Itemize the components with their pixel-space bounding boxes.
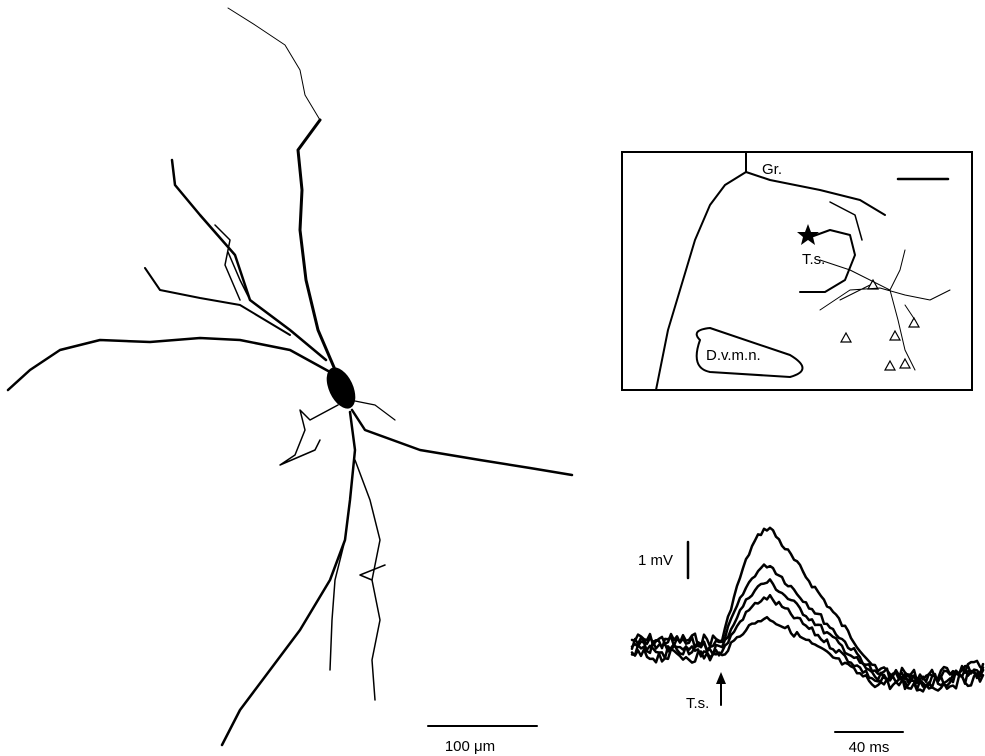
star [797,224,819,245]
inset-map: Gr. T.s. D.v.m.n. [622,152,972,390]
scale-label: 1 mV [638,552,673,569]
dendrite [355,460,380,700]
recording: 1 mV 40 ms T.s. [632,528,983,756]
boundary [746,172,885,215]
voltage-trace [632,565,983,683]
arrow-head [716,672,726,684]
dendrite [298,120,336,372]
dendrite [228,8,320,120]
scale-label: 40 ms [849,739,890,756]
dendrite [145,268,290,335]
inset-frame [622,152,972,390]
dendrite [280,405,338,465]
stimulus-label: T.s. [686,695,709,712]
dendrite [352,410,572,475]
figure: 100 μm Gr. T.s. D.v.m.n. 1 mV 40 ms T.s. [0,0,985,756]
dendrite [8,338,330,390]
neuron-drawing: 100 μm [8,8,572,755]
region-label: D.v.m.n. [706,347,761,364]
scale-label: 100 μm [445,738,495,755]
dendrite [228,252,250,300]
neuron-trace [820,250,950,370]
region-label: T.s. [802,251,825,268]
region-label: Gr. [762,161,782,178]
